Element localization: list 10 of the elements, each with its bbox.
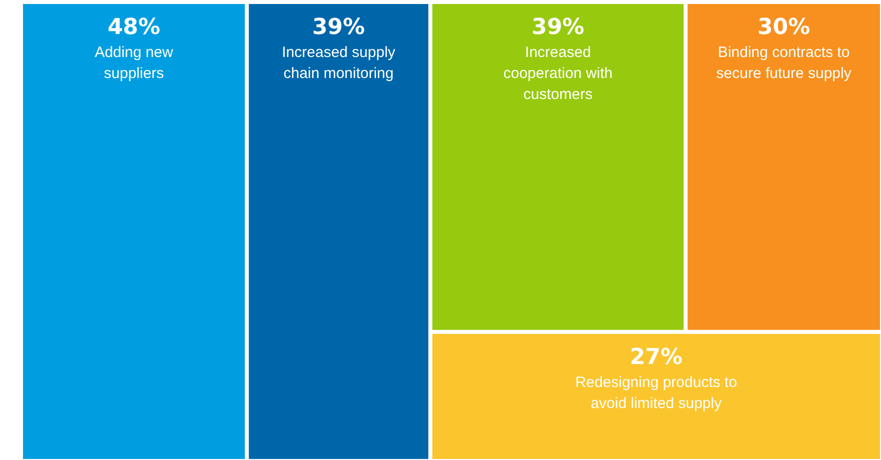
data-label: 27% bbox=[630, 344, 682, 370]
category-label: Increased supply chain monitoring bbox=[282, 44, 396, 82]
category-label: Adding new suppliers bbox=[94, 44, 174, 82]
data-label: 39% bbox=[532, 15, 584, 40]
data-label: 30% bbox=[757, 15, 810, 40]
category-label: Increased cooperation with customers bbox=[503, 44, 613, 103]
data-label: 48% bbox=[108, 15, 160, 40]
category-label: Redesigning products to avoid limited supply bbox=[575, 374, 738, 412]
data-label: 39% bbox=[312, 15, 365, 40]
category-label: Binding contracts to secure future supply bbox=[716, 44, 852, 82]
